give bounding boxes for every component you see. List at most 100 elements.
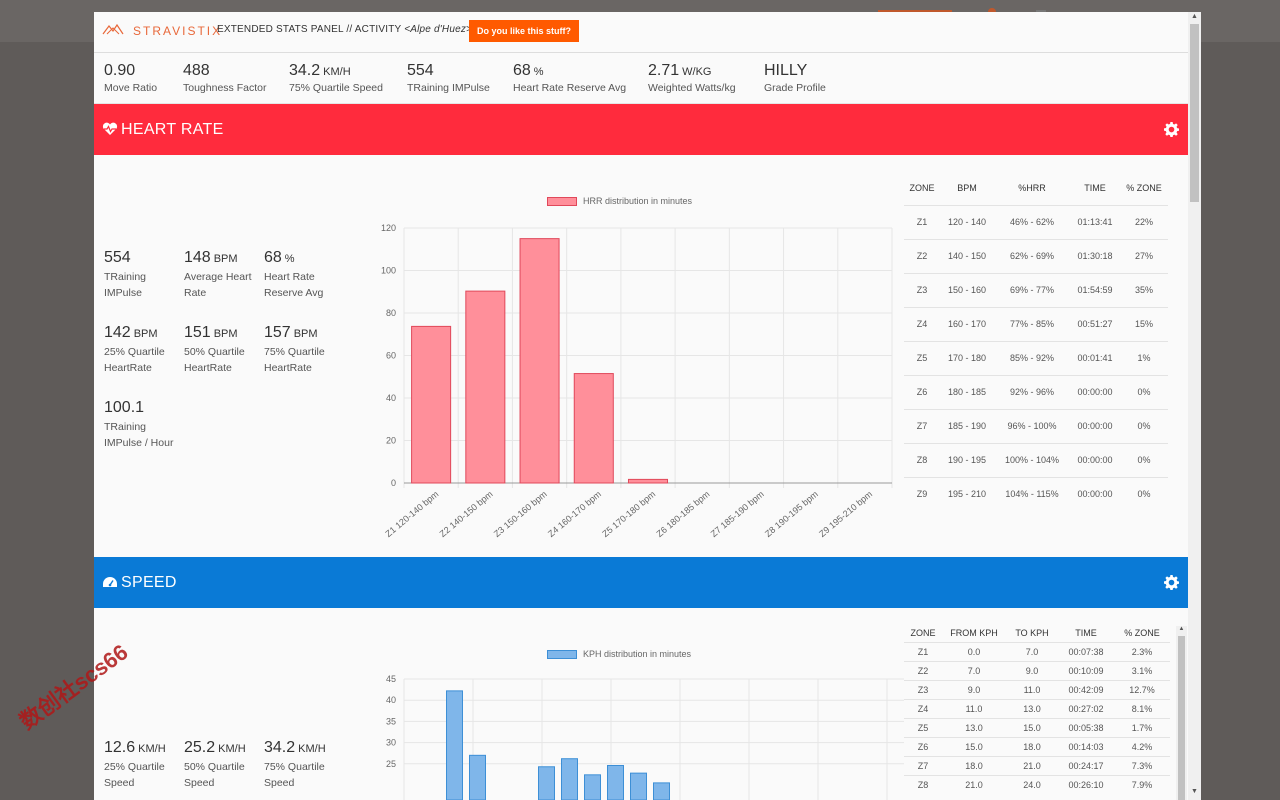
table-cell: 120 - 140 — [940, 204, 994, 239]
bar — [653, 782, 670, 800]
section-title: SPEED — [121, 574, 177, 591]
table-cell: 00:00:00 — [1070, 442, 1120, 477]
summary-stat: 68% Heart Rate Reserve Avg — [513, 62, 627, 94]
table-cell: 13.0 — [942, 717, 1006, 737]
speed-chart-legend[interactable]: KPH distribution in minutes — [547, 649, 691, 660]
panel-title: EXTENDED STATS PANEL // ACTIVITY <Alpe d… — [217, 24, 472, 35]
legend-swatch — [547, 197, 577, 207]
x-tick-label: Z7 185-190 bpm — [709, 489, 766, 539]
stravistix-logo-icon — [102, 23, 124, 35]
speedometer-icon — [103, 577, 117, 587]
table-cell: 140 - 150 — [940, 238, 994, 273]
x-tick-label: Z9 195-210 bpm — [817, 489, 874, 539]
table-cell: Z4 — [904, 306, 940, 341]
table-cell: Z5 — [904, 340, 940, 375]
table-cell: Z8 — [904, 774, 942, 794]
table-cell: Z3 — [904, 679, 942, 699]
table-cell: 0% — [1120, 476, 1168, 511]
y-tick-label: 100 — [381, 266, 396, 276]
stravistix-logo-text: STRAVISTIX — [133, 24, 223, 38]
hr-metric: 554 TRaining IMPulse — [104, 249, 147, 299]
table-row: Z5 13.0 15.0 00:05:38 1.7% — [904, 717, 1170, 737]
hr-metric: 100.1 TRaining IMPulse / Hour — [104, 399, 174, 449]
table-cell: 69% - 77% — [994, 272, 1070, 307]
table-cell: Z7 — [904, 408, 940, 443]
table-cell: 22% — [1120, 204, 1168, 239]
table-cell: 9.0 — [1006, 660, 1058, 680]
table-row: Z1 0.0 7.0 00:07:38 2.3% — [904, 641, 1170, 661]
table-cell: 7.9% — [1114, 774, 1170, 794]
table-cell: 180 - 185 — [940, 374, 994, 409]
table-cell: 00:42:09 — [1058, 679, 1114, 699]
table-cell: 170 - 180 — [940, 340, 994, 375]
summary-stat: 0.90 Move Ratio — [104, 62, 158, 94]
y-tick-label: 80 — [386, 308, 396, 318]
table-row: Z6 15.0 18.0 00:14:03 4.2% — [904, 736, 1170, 756]
table-cell: 01:54:59 — [1070, 272, 1120, 307]
table-cell: 00:01:41 — [1070, 340, 1120, 375]
table-cell: 8.1% — [1114, 698, 1170, 718]
bar — [538, 766, 555, 800]
scroll-up-arrow-icon[interactable]: ▲ — [1178, 626, 1185, 632]
activity-name: <Alpe d'Huez> — [404, 24, 473, 35]
like-button[interactable]: Do you like this stuff? — [469, 20, 580, 42]
gear-icon[interactable] — [1164, 122, 1179, 137]
table-cell: Z6 — [904, 374, 940, 409]
speed-distribution-chart: 25 30 35 40 45 — [386, 674, 904, 800]
scrollbar-thumb[interactable] — [1190, 24, 1199, 202]
table-scrollbar[interactable]: ▲ — [1176, 626, 1187, 800]
table-cell: 15% — [1120, 306, 1168, 341]
table-cell: 15.0 — [942, 736, 1006, 756]
table-cell: 195 - 210 — [940, 476, 994, 511]
table-cell: 21.0 — [942, 774, 1006, 794]
table-cell: 92% - 96% — [994, 374, 1070, 409]
heart-rate-section-header: HEART RATE — [94, 104, 1188, 155]
gear-icon[interactable] — [1164, 575, 1179, 590]
table-cell: 00:14:03 — [1058, 736, 1114, 756]
table-cell: 0.0 — [942, 641, 1006, 661]
table-cell: 00:00:00 — [1070, 476, 1120, 511]
panel-title-prefix: EXTENDED STATS PANEL // ACTIVITY — [217, 24, 405, 35]
table-row: Z9 195 - 210 104% - 115% 00:00:00 0% — [904, 476, 1168, 511]
column-header: ZONE — [910, 627, 936, 638]
table-cell: Z1 — [904, 204, 940, 239]
bar — [519, 238, 560, 484]
x-tick-label: Z2 140-150 bpm — [438, 489, 495, 539]
scroll-down-arrow-icon[interactable]: ▼ — [1191, 788, 1198, 795]
scroll-up-arrow-icon[interactable]: ▲ — [1191, 13, 1198, 20]
table-cell: 190 - 195 — [940, 442, 994, 477]
hr-metric: 148 BPM Average Heart Rate — [184, 249, 252, 299]
y-tick-label: 60 — [386, 351, 396, 361]
column-header: TIME — [1084, 183, 1106, 194]
x-tick-label: Z5 170-180 bpm — [600, 489, 657, 539]
scrollbar-thumb[interactable] — [1178, 636, 1185, 800]
bar — [607, 764, 624, 800]
y-tick-label: 30 — [386, 738, 396, 748]
hr-chart-legend[interactable]: HRR distribution in minutes — [547, 196, 692, 207]
table-cell: 77% - 85% — [994, 306, 1070, 341]
bar — [584, 774, 601, 800]
summary-stat: HILLY Grade Profile — [764, 62, 826, 94]
table-cell: 2.3% — [1114, 641, 1170, 661]
table-cell: 185 - 190 — [940, 408, 994, 443]
summary-stat: 2.71 W/KG Weighted Watts/kg — [648, 62, 736, 94]
extended-stats-panel: STRAVISTIX EXTENDED STATS PANEL // ACTIV… — [94, 12, 1201, 800]
table-cell: 00:24:17 — [1058, 755, 1114, 775]
panel-scrollbar[interactable]: ▲ ▼ — [1188, 12, 1201, 800]
legend-swatch — [547, 650, 577, 660]
column-header: TO KPH — [1015, 627, 1049, 638]
table-cell: 01:13:41 — [1070, 204, 1120, 239]
table-row: Z4 160 - 170 77% - 85% 00:51:27 15% — [904, 306, 1168, 341]
table-cell: 00:05:38 — [1058, 717, 1114, 737]
table-cell: 0% — [1120, 442, 1168, 477]
table-cell: 1% — [1120, 340, 1168, 375]
table-row: Z2 7.0 9.0 00:10:09 3.1% — [904, 660, 1170, 680]
table-cell: 12.7% — [1114, 679, 1170, 699]
table-row: Z3 150 - 160 69% - 77% 01:54:59 35% — [904, 272, 1168, 307]
table-header-row: ZONE BPM %HRR TIME % ZONE — [904, 172, 1168, 205]
bar — [573, 373, 614, 484]
y-tick-label: 0 — [391, 478, 396, 488]
table-cell: 9.0 — [942, 679, 1006, 699]
section-title: HEART RATE — [121, 121, 224, 138]
table-cell: 00:07:38 — [1058, 641, 1114, 661]
